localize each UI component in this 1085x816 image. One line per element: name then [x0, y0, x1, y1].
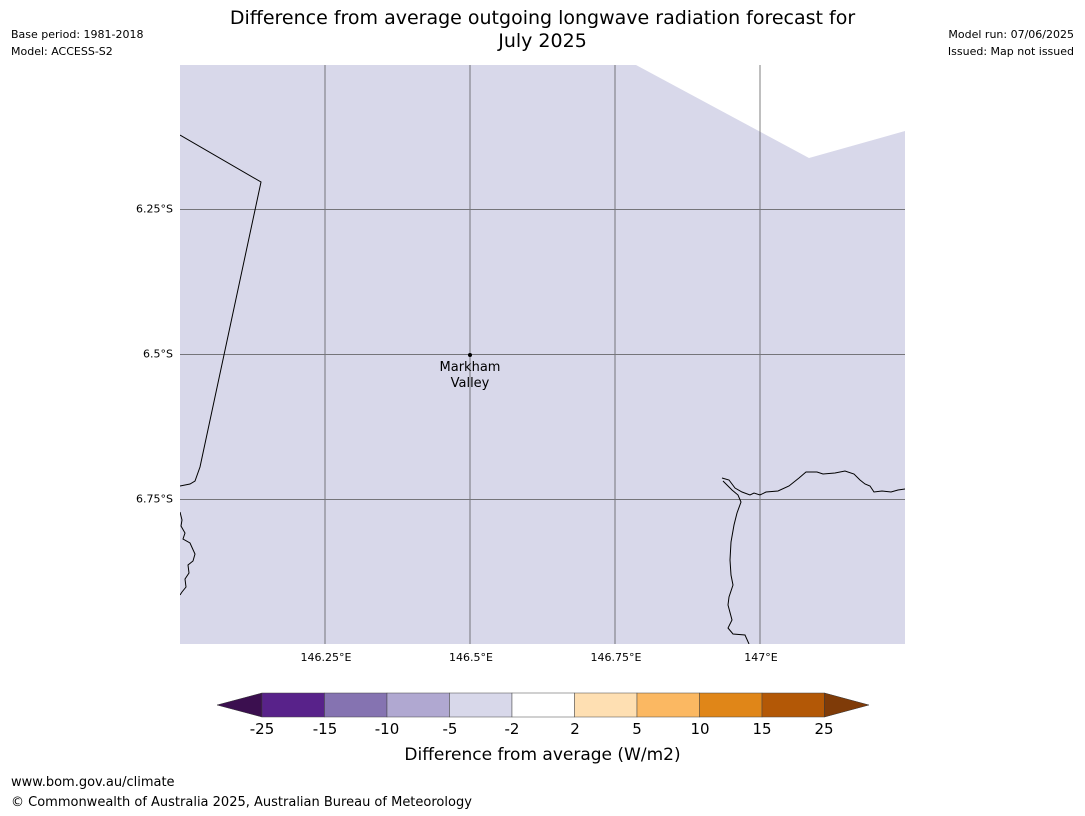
colorbar-graphic: [216, 692, 870, 718]
colorbar-bin-9: [761, 692, 825, 718]
lon-label-147: 147°E: [744, 651, 778, 664]
coastline-east: [721, 470, 905, 496]
model-text: Model: ACCESS-S2: [11, 45, 113, 58]
border-line-west: [180, 134, 262, 487]
colorbar-bin-7: [636, 692, 700, 718]
colorbar: [214, 690, 874, 722]
lon-label-146-25: 146.25°E: [300, 651, 352, 664]
map-title-line2: July 2025: [498, 30, 587, 52]
lat-label-6-25: 6.25°S: [136, 202, 173, 216]
model-run-text: Model run: 07/06/2025: [948, 28, 1074, 41]
colorbar-bin-6: [574, 692, 638, 718]
colorbar-tick-label: -25: [249, 720, 275, 738]
coastlines: [180, 134, 905, 644]
header-right-info: Model run: 07/06/2025 Issued: Map not is…: [948, 26, 1074, 60]
colorbar-tick-label: -15: [312, 720, 338, 738]
lat-label-6-5: 6.5°S: [143, 347, 173, 361]
map-title: Difference from average outgoing longwav…: [180, 7, 905, 53]
river-line: [722, 480, 750, 644]
colorbar-bin-4: [449, 692, 513, 718]
place-label-line2: Valley: [450, 376, 490, 391]
colorbar-tick-label: 2: [570, 720, 580, 738]
colorbar-extend-low: [216, 692, 263, 718]
colorbar-bin-1: [261, 692, 325, 718]
map-title-line1: Difference from average outgoing longwav…: [229, 7, 856, 29]
colorbar-bin-3: [386, 692, 450, 718]
colorbar-tick-label: 15: [752, 720, 772, 738]
lon-label-146-5: 146.5°E: [449, 651, 493, 664]
map-canvas: [180, 65, 905, 644]
colorbar-bin-5: [511, 692, 575, 718]
base-period-text: Base period: 1981-2018: [11, 28, 144, 41]
colorbar-tick-label: 5: [632, 720, 642, 738]
colorbar-tick-label: -2: [504, 720, 520, 738]
issued-text: Issued: Map not issued: [947, 45, 1074, 58]
footer-website-link[interactable]: www.bom.gov.au/climate: [11, 775, 175, 790]
forecast-map[interactable]: [180, 65, 905, 644]
colorbar-extend-high: [824, 692, 870, 718]
footer-copyright: © Commonwealth of Australia 2025, Austra…: [11, 795, 472, 810]
colorbar-bin-8: [699, 692, 763, 718]
markham-valley-marker[interactable]: [468, 353, 472, 357]
header-left-info: Base period: 1981-2018 Model: ACCESS-S2: [11, 26, 143, 60]
lat-label-6-75: 6.75°S: [136, 492, 173, 506]
place-label-line1: Markham: [439, 360, 501, 375]
lon-label-146-75: 146.75°E: [590, 651, 642, 664]
colorbar-tick-label: -10: [374, 720, 400, 738]
colorbar-tick-label: -5: [442, 720, 458, 738]
colorbar-label: Difference from average (W/m2): [404, 745, 681, 765]
colorbar-tick-label: 25: [814, 720, 834, 738]
place-label-markham-valley: Markham Valley: [420, 360, 520, 392]
coastline-southwest: [180, 511, 196, 596]
colorbar-tick-label: 10: [690, 720, 710, 738]
colorbar-bin-2: [324, 692, 388, 718]
